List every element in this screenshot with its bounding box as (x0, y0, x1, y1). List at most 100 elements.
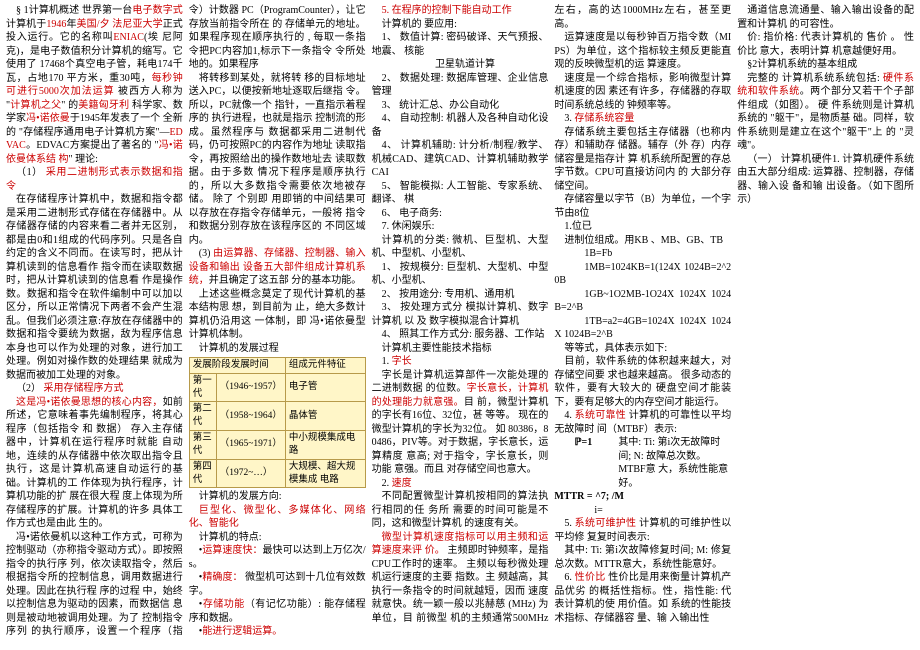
para: 计算机的发展过程 (189, 342, 366, 356)
para: （一） 计算机硬件1. 计算机硬件系统由五大部分组成: 运算器、控制器，存储器、… (737, 153, 914, 207)
para: 1GB~1O2MB-1O24X 1024X 1024B=2^B (554, 288, 731, 315)
para: （1） 采用二进制形式表示数据和指令 (6, 166, 183, 193)
para: 在存储程序计算机中，数据和指令都是采用二进制形式存储在存储器中。从存储器存储的内… (6, 193, 183, 382)
para: •能进行逻辑运算。 (189, 625, 366, 639)
para: 5. 系统可维护性 计算机的可维护性以平均修 复复时间表示: (554, 517, 731, 544)
em: 字长 (392, 356, 412, 367)
em: 冯•诺依曼 (26, 113, 70, 124)
para: 1. 字长 (372, 355, 549, 369)
formula: MTTR = ^7; /M (554, 491, 624, 502)
para: 运算速度是以每秒钟百万指令数（MIPS）为单位，这个指标较主频反更能直观的反映微… (554, 31, 731, 72)
td: 第四代 (189, 459, 216, 488)
para: 3、 按处理方式分 模拟计算机、数字计算机 以 及 数字模拟混合计算机 (372, 301, 549, 328)
para: 3、 统计汇总、办公自动化 (372, 99, 549, 113)
td: （1972~…） (216, 459, 285, 488)
em: 美国/夕 法尼亚大学 (77, 19, 163, 30)
para: 5、 智能模拟: 人工智能、专家系统、翻译、 棋 (372, 180, 549, 207)
para: 进制位组成。用KB 、MB、GB、TB (554, 234, 731, 248)
th: 发展阶段发展时间 (189, 358, 285, 374)
td: （1958~1964） (216, 402, 285, 431)
em: 存储功能 (202, 599, 245, 610)
para: 将转移到某处，就将转 移的目标地址送入PC，以便按新地址逐取后继指 令。所以，P… (189, 72, 366, 248)
para: 卫星轨道计算 (372, 58, 549, 72)
para: § 1计算机概述 世界第一台电子数字式计算机于1946年美国/夕 法尼亚大学正式… (6, 4, 183, 166)
para: 这是冯•诺依曼思想的核心内容，如前所述，它意味着事先编制程序，将其心程序（包括指… (6, 396, 183, 531)
para: 速度是一个综合指标，影响微型计算机速度的因 素还有许多，存储器的存取时间系统总线… (554, 72, 731, 113)
para: 目前，软件系统的体积越来越大，对存储空间要 求也越来越高。 很多动态的软件，要有… (554, 355, 731, 409)
para: 1.位已 (554, 220, 731, 234)
em: 能进行逻辑运算。 (202, 626, 282, 637)
em: 1946 (46, 19, 66, 30)
formula-sub: i= (554, 505, 602, 516)
para: 计算机主要性能技术指标 (372, 342, 549, 356)
em: 存储系统容量 (574, 113, 634, 124)
para: •精确度： 微型机可达到十几位有效数字。 (189, 571, 366, 598)
td: （1946~1957） (216, 373, 285, 402)
para: 4、 照其工作方式分: 服务器、工作站 (372, 328, 549, 342)
em: 速度 (392, 478, 412, 489)
em: 美籍匈牙利 (78, 100, 129, 111)
td: 电子管 (285, 373, 365, 402)
gen-table: 发展阶段发展时间 组成元件特征 第一代 （1946~1957） 电子管 第二代 … (189, 357, 366, 488)
formula-row: MTTR = ^7; /M i= (554, 490, 731, 517)
para: 2、 数据处理: 数据库管理、企业信息管理 (372, 72, 549, 99)
para: 7. 休闲娱乐: (372, 220, 549, 234)
para: 计算机的发展方向: (189, 490, 366, 504)
para: 计算机的分类: 微机、巨型机、大型机、中型机、小型机、 (372, 234, 549, 261)
para: 1、 按规模分: 巨型机、大型机、中型机、小型机、 (372, 261, 549, 288)
td: 中小规模集成电路 (285, 431, 365, 460)
td: 第三代 (189, 431, 216, 460)
para: （2） 采用存储程序方式 (6, 382, 183, 396)
para: §2计算机系统的基本组成 (737, 58, 914, 72)
em: ENIAC (113, 32, 144, 43)
para: 4、 计算机辅助: 计分析/制程/教学、机械CAD、建筑CAD、计算机辅助教学C… (372, 139, 549, 180)
para: •运算速度快：最快可以达到上万亿次/s。 (189, 544, 366, 571)
para: 1TB=a2=4GB=1024X 1024X 1024X 1024B=2^B (554, 315, 731, 342)
em: 电子数字式 (132, 5, 182, 16)
para: 等等式，具体表示如下: (554, 342, 731, 356)
document-body: § 1计算机概述 世界第一台电子数字式计算机于1946年美国/夕 法尼亚大学正式… (6, 4, 914, 646)
em: 5. 在程序的控制下能自动工作 (382, 5, 512, 16)
para: •存储功能（有记忆功能）: 能存储程序和数据。 (189, 598, 366, 625)
para: 计算机的 要应用: (372, 18, 549, 32)
para: 4、 自动控制: 机器人及各种自动化设备 (372, 112, 549, 139)
formula-cap: 其中: Ti: 第i次无故障时间; N: 故障总次数。MTBF意 大，系统性能意… (618, 436, 731, 490)
para: 价: 指价格: 代表计算机的 售价 。 性价比 意大，表明计算 机意越便好用。 (737, 31, 914, 58)
para: 1MB=1024KB=1(124X 1024B=2^20B (554, 261, 731, 288)
em: 计算机之父 (10, 100, 61, 111)
em: 系统可靠性 (575, 410, 626, 421)
para: 1B=Fb (554, 247, 731, 261)
para: 1、 数值计算: 密码破译、天气预报、地震、 核能 (372, 31, 549, 58)
formula-row: ℙ=1 其中: Ti: 第i次无故障时间; N: 故障总次数。MTBF意 大，系… (554, 436, 731, 490)
para: 巨型化、微型化、多媒体化、网络化、智能化 (189, 504, 366, 531)
th: 组成元件特征 (285, 358, 365, 374)
td: 晶体管 (285, 402, 365, 431)
em: 系统可维护性 (575, 518, 637, 529)
para: 4. 系统可靠性 计算机的可靠性以平均无故障时 间（MTBF）表示: (554, 409, 731, 436)
em: 精确度： (202, 572, 242, 583)
para: 2、 按用途分: 专用机、通用机 (372, 288, 549, 302)
formula: ℙ=1 (554, 436, 612, 490)
para: 计算机的特点: (189, 531, 366, 545)
td: 大规模、超大规模集成 电路 (285, 459, 365, 488)
para: 上述这些概念莫定了现代计算机的基本结构思 想，到目前为 止，绝大多数计算机仍沿用… (189, 288, 366, 342)
para: 通道信息流通量、输入输出设备的配置和计算机 的可容性。 (737, 4, 914, 31)
para: 2. 速度 (372, 477, 549, 491)
para: 6. 性价比 性价比是用来衡量计算机产品优劣 的概括性指标。性，指性能: 代表计… (554, 571, 731, 625)
para: 存储容量以字节（B）为单位，一个字节由8位 (554, 193, 731, 220)
para: 存储系统主要包括主存储器（也称内存）和辅助存 储器。辅存（外 存）内存储容量是指… (554, 126, 731, 194)
para: 6、 电子商务: (372, 207, 549, 221)
em: 这是冯•诺依曼思想的核心内容， (16, 397, 163, 408)
td: 第二代 (189, 402, 216, 431)
td: 第一代 (189, 373, 216, 402)
para: 完整的 计算机系统系统包括: 硬件系统和软件系统。两个部分又若干个子部件组成（如… (737, 72, 914, 153)
para: 其中: Ti: 第i次故障修复时间; M: 修复 总次数。MTTR意大，系统性能… (554, 544, 731, 571)
em: 性价比 (575, 572, 606, 583)
para: 5. 在程序的控制下能自动工作 (372, 4, 549, 18)
para: 字长是计算机运算部件一次能处理的二进制数据 的位数。字长意长，计算机的处理能力就… (372, 369, 549, 477)
em: 运算速度快： (202, 545, 262, 556)
td: （1965~1971） (216, 431, 285, 460)
em: 采用存储程序方式 (44, 383, 124, 394)
para: (3) 由运算器、存储器、控制器、输入设备和输出 设备五大部件组成计算机系统，并… (189, 247, 366, 288)
em: 巨型化、微型化、多媒体化、网络化、智能化 (189, 505, 366, 530)
